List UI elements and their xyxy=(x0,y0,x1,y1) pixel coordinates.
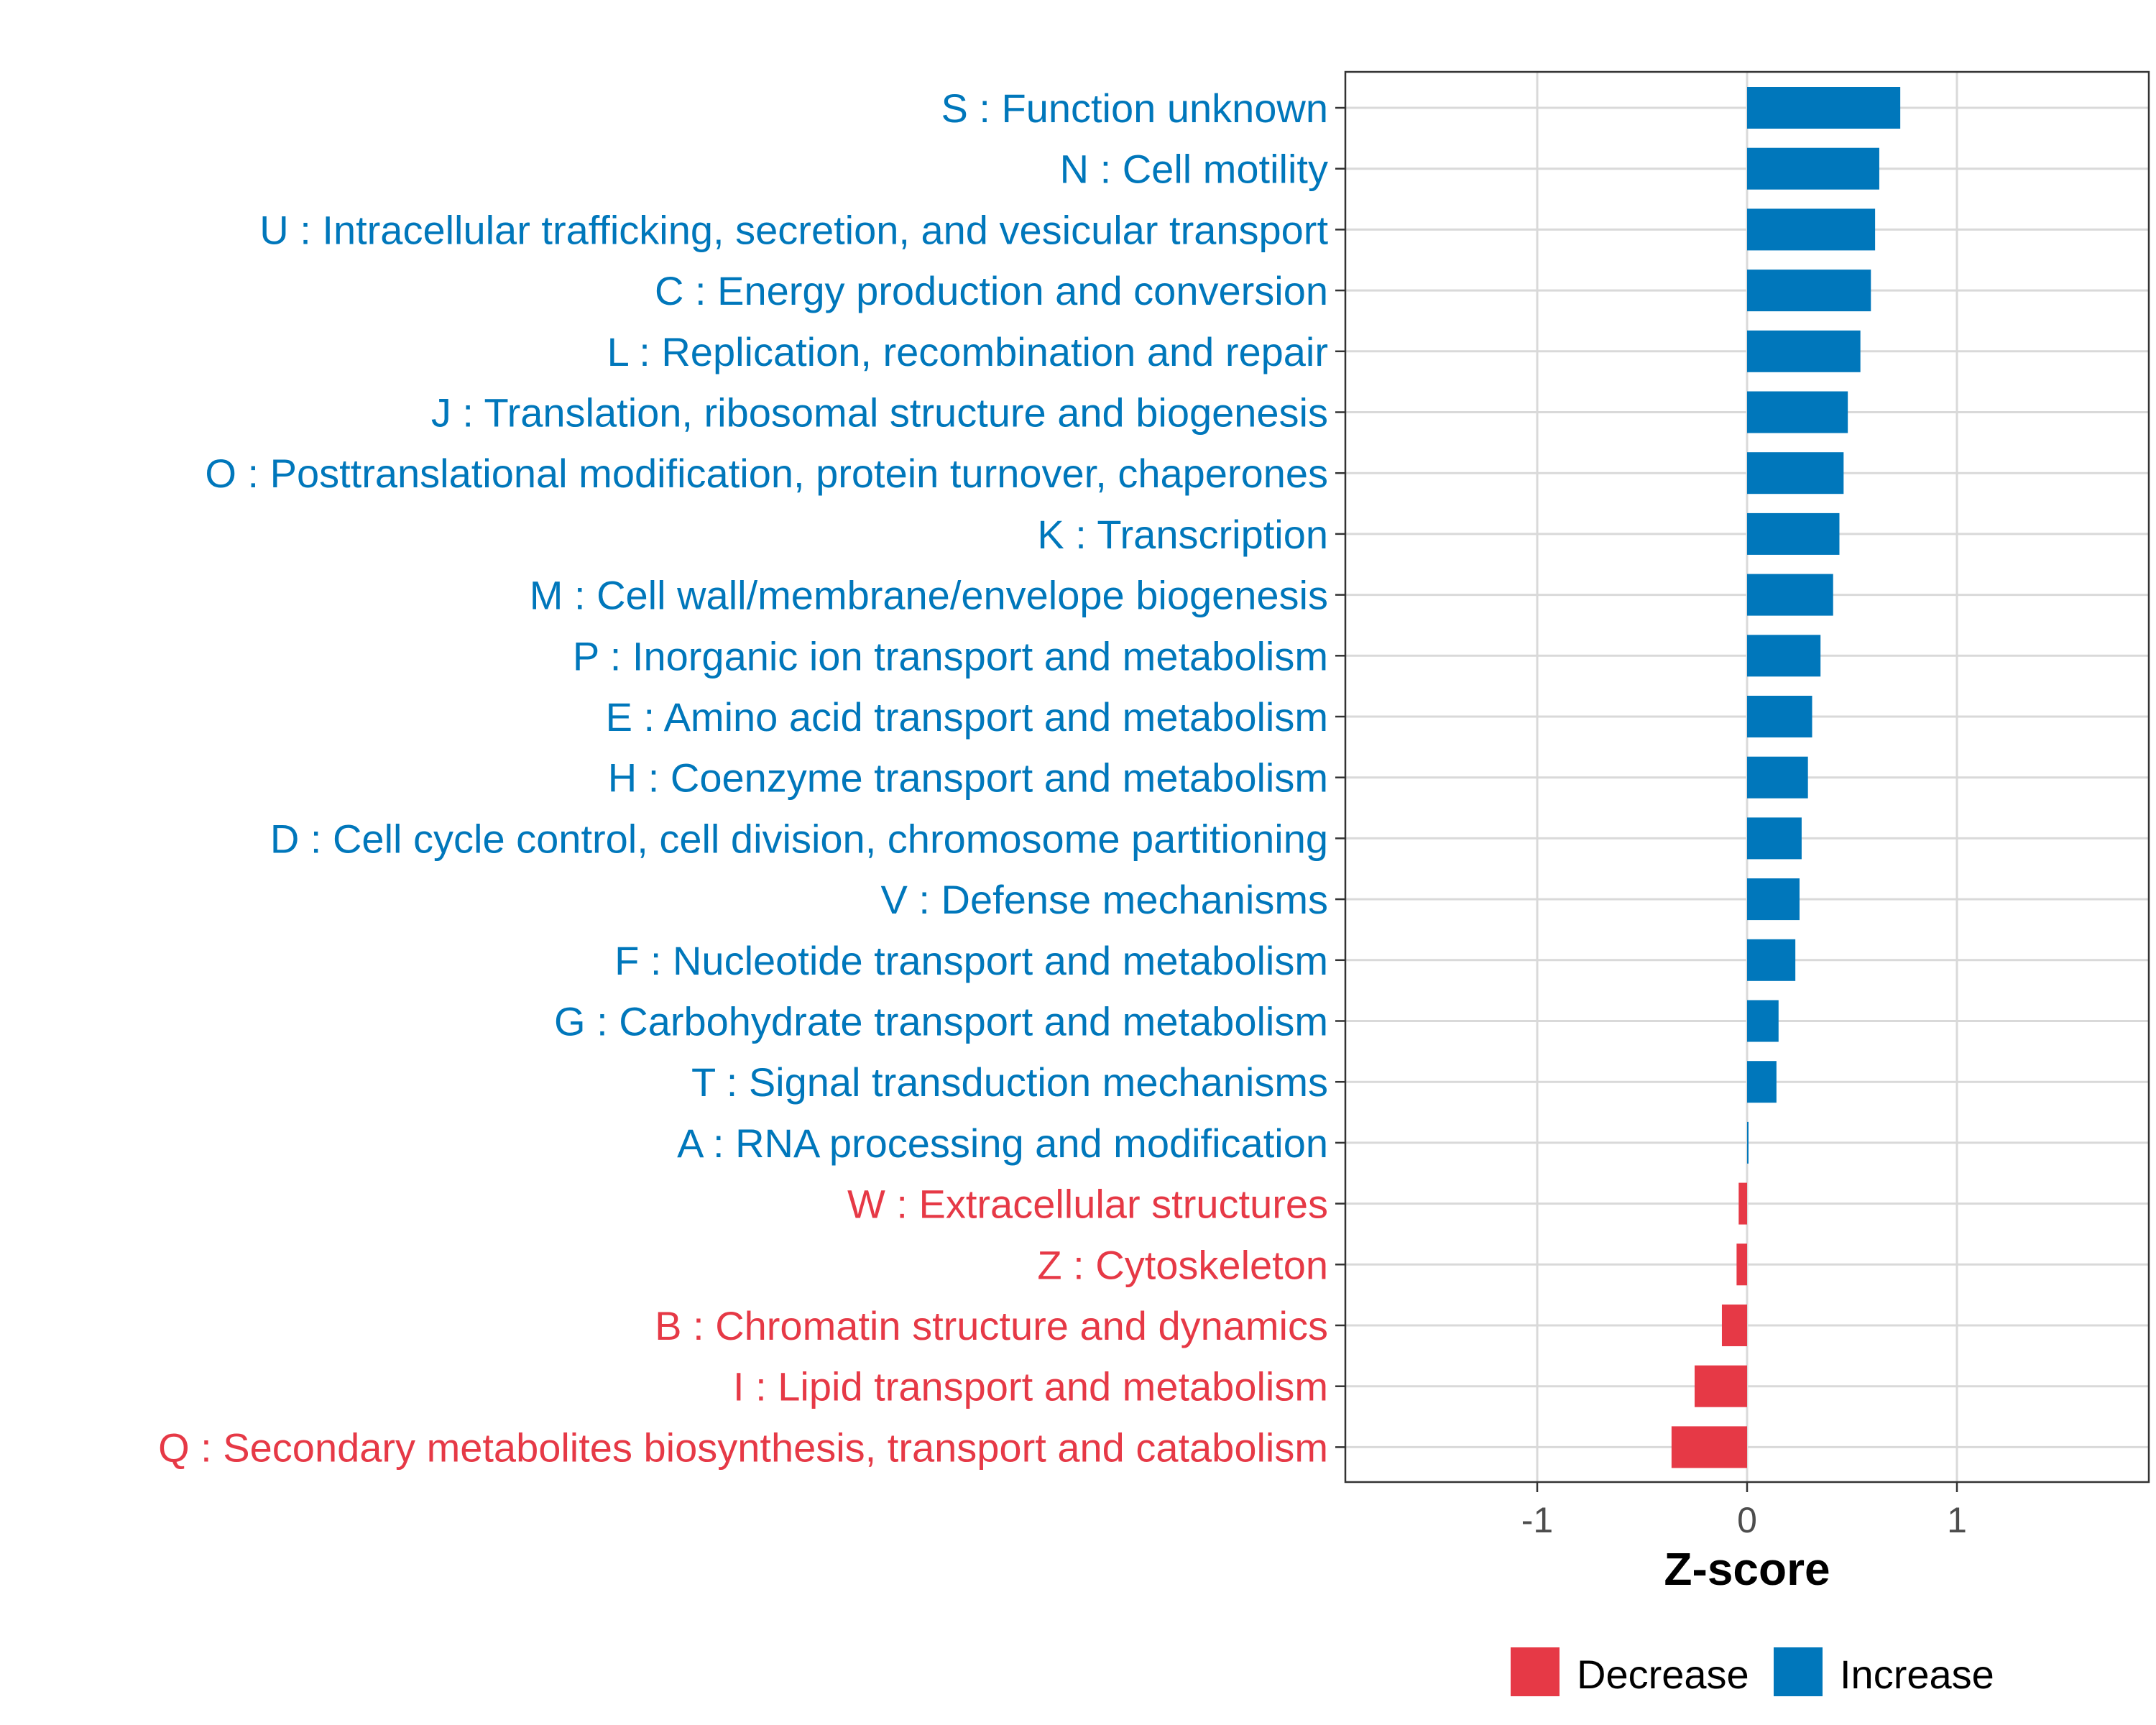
bar xyxy=(1747,452,1844,494)
y-tick-label: I : Lipid transport and metabolism xyxy=(733,1364,1328,1409)
y-tick-label: K : Transcription xyxy=(1037,512,1328,557)
y-tick-label: V : Defense mechanisms xyxy=(881,877,1328,922)
bar xyxy=(1747,208,1876,251)
y-tick-label: N : Cell motility xyxy=(1060,147,1328,192)
x-tick-label: 0 xyxy=(1737,1500,1757,1540)
y-tick-label: S : Function unknown xyxy=(941,86,1328,131)
x-tick-label: 1 xyxy=(1947,1500,1967,1540)
bar xyxy=(1747,817,1802,860)
bar xyxy=(1747,939,1796,981)
y-tick-label: E : Amino acid transport and metabolism xyxy=(606,694,1328,740)
y-tick-label: C : Energy production and conversion xyxy=(655,268,1328,313)
bar xyxy=(1721,1305,1747,1346)
y-tick-label: B : Chromatin structure and dynamics xyxy=(655,1303,1328,1348)
bar xyxy=(1747,270,1871,312)
bar xyxy=(1695,1365,1747,1407)
y-tick-label: G : Carbohydrate transport and metabolis… xyxy=(554,999,1328,1044)
x-tick-label: -1 xyxy=(1521,1500,1553,1540)
legend: Decrease Increase xyxy=(1511,1647,1994,1697)
bar xyxy=(1747,147,1879,190)
y-tick-label: D : Cell cycle control, cell division, c… xyxy=(270,816,1328,861)
bar xyxy=(1747,1121,1749,1164)
bar xyxy=(1747,878,1800,921)
bar xyxy=(1747,1000,1779,1042)
y-tick-label: F : Nucleotide transport and metabolism xyxy=(614,938,1328,983)
y-tick-label: L : Replication, recombination and repai… xyxy=(607,329,1328,374)
y-tick-label: O : Posttranslational modification, prot… xyxy=(205,451,1328,496)
y-tick-label: H : Coenzyme transport and metabolism xyxy=(608,755,1328,801)
bar xyxy=(1747,87,1901,129)
y-tick-label: W : Extracellular structures xyxy=(847,1182,1328,1227)
y-tick-label: P : Inorganic ion transport and metaboli… xyxy=(573,633,1328,678)
bar xyxy=(1747,635,1821,677)
x-axis: -1 0 1 xyxy=(1521,1482,1967,1540)
bar xyxy=(1738,1182,1747,1225)
bar xyxy=(1747,696,1812,737)
y-tick-label: U : Intracellular trafficking, secretion… xyxy=(259,207,1328,252)
y-tick-label: M : Cell wall/membrane/envelope biogenes… xyxy=(530,573,1328,618)
y-tick-label: Z : Cytoskeleton xyxy=(1037,1242,1328,1287)
y-tick-label: A : RNA processing and modification xyxy=(677,1121,1328,1166)
bar xyxy=(1747,330,1861,372)
y-tick-label: J : Translation, ribosomal structure and… xyxy=(431,390,1328,436)
bar xyxy=(1747,574,1833,616)
x-axis-title: Z-score xyxy=(1664,1543,1830,1595)
y-tick-label: Q : Secondary metabolites biosynthesis, … xyxy=(158,1425,1328,1470)
bar xyxy=(1747,512,1840,555)
bar xyxy=(1736,1243,1747,1286)
y-tick-label: T : Signal transduction mechanisms xyxy=(691,1059,1328,1105)
bar xyxy=(1747,391,1848,433)
legend-label-decrease: Decrease xyxy=(1577,1652,1749,1697)
bar xyxy=(1747,756,1808,799)
bar xyxy=(1671,1426,1747,1468)
bar xyxy=(1747,1061,1777,1103)
bars xyxy=(1671,87,1901,1468)
legend-swatch-increase xyxy=(1774,1647,1823,1696)
legend-label-increase: Increase xyxy=(1840,1652,1994,1697)
legend-swatch-decrease xyxy=(1511,1647,1560,1696)
y-axis: S : Function unknown N : Cell motility U :… xyxy=(158,86,1345,1470)
